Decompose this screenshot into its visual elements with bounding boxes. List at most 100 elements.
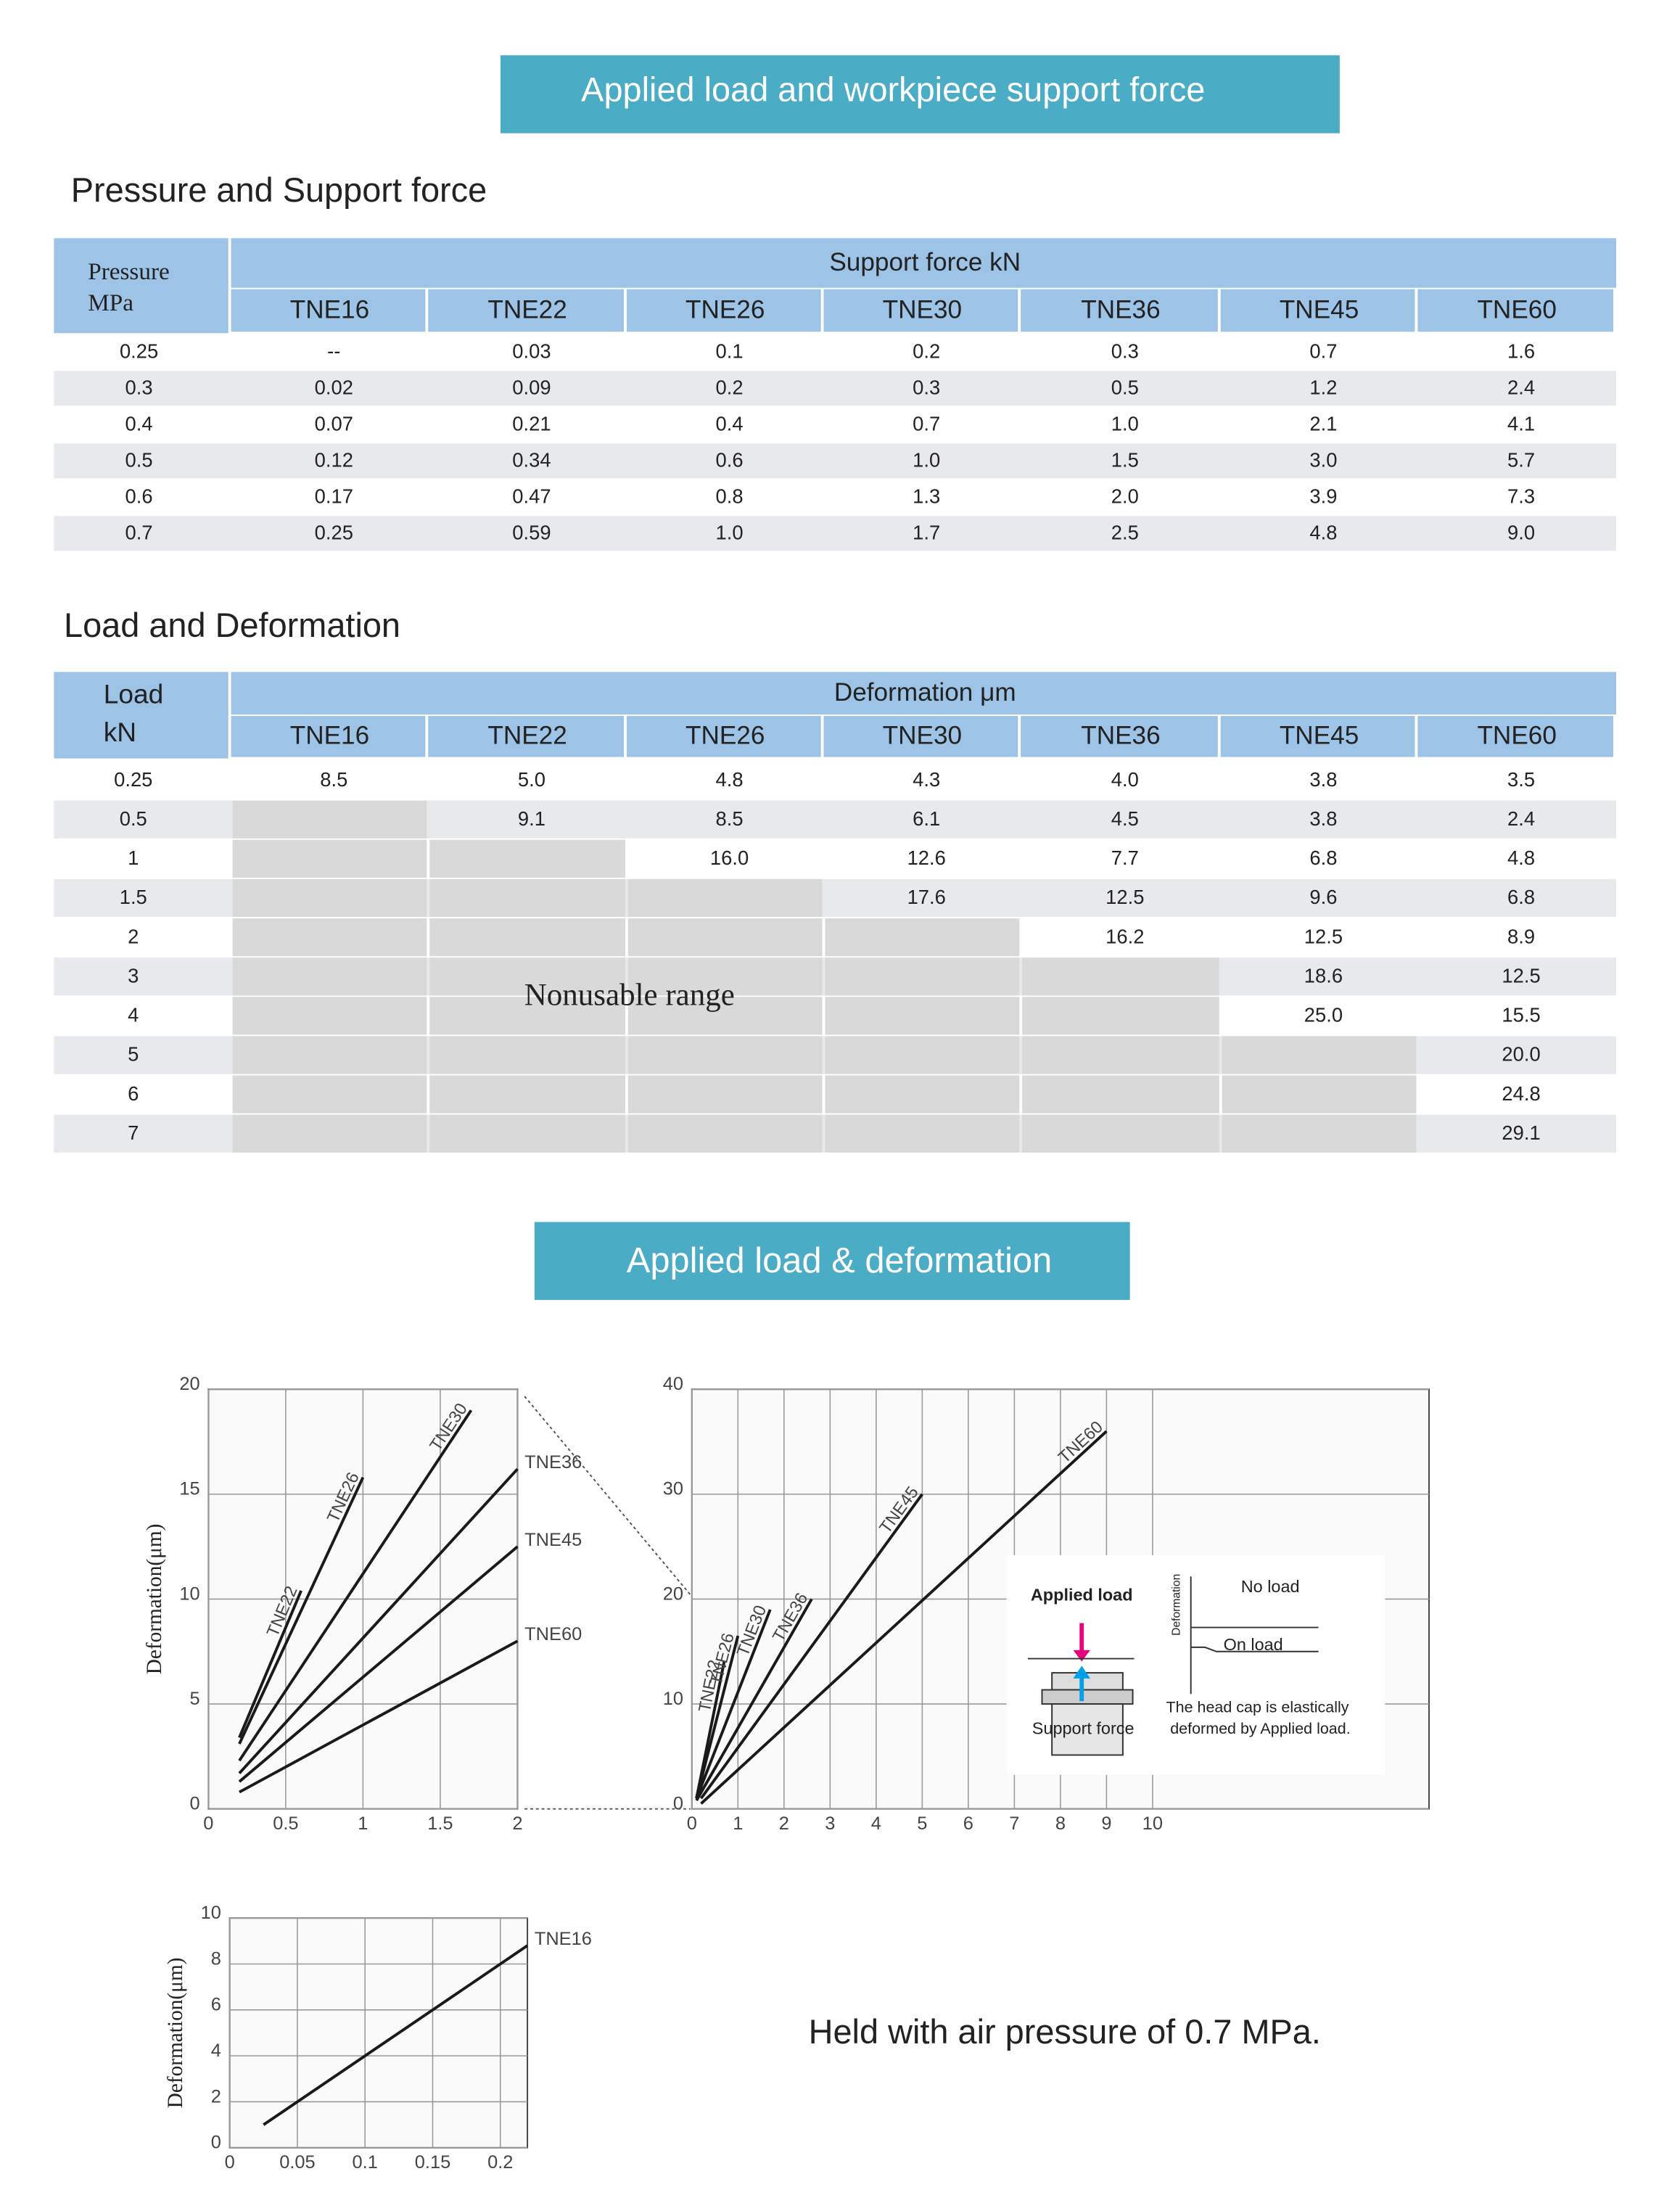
nonusable-cell <box>429 958 625 996</box>
cell: 2.5 <box>1111 522 1139 544</box>
x-tick-label: 0.15 <box>415 2152 450 2173</box>
inset-note: The head cap is elastically <box>1166 1699 1349 1716</box>
inset-label: On load <box>1224 1635 1283 1654</box>
connector <box>524 1396 691 1596</box>
cell: 0.3 <box>1111 339 1139 362</box>
cell: 2.4 <box>1507 376 1535 398</box>
y-tick-label: 6 <box>211 1995 221 2015</box>
series-line <box>695 1598 813 1802</box>
cell: 4.5 <box>1111 807 1139 830</box>
x-tick-label: 8 <box>1055 1813 1066 1834</box>
table-title: Pressure and Support force <box>71 171 487 209</box>
cell: 3.8 <box>1309 768 1337 791</box>
nonusable-cell <box>232 839 427 878</box>
x-tick-label: 10 <box>1142 1813 1163 1834</box>
row-band <box>54 334 1616 370</box>
y-tick-label: 0 <box>673 1794 683 1814</box>
x-tick-label: 0.1 <box>353 2152 378 2173</box>
cell: 4.0 <box>1111 768 1139 791</box>
header-cell <box>626 289 821 332</box>
body <box>1051 1703 1124 1756</box>
series-line <box>700 1430 1108 1805</box>
inset-note: deformed by Applied load. <box>1170 1720 1350 1737</box>
cell: 0.5 <box>1111 376 1139 398</box>
cell: 1.5 <box>1111 449 1139 472</box>
row-band <box>54 479 1616 515</box>
series-line <box>238 1409 473 1762</box>
cell: 1.7 <box>913 522 940 544</box>
y-tick-label: 10 <box>663 1689 683 1709</box>
cell: 0.17 <box>315 485 353 508</box>
nonusable-cell <box>1022 958 1219 996</box>
series-label: TNE36 <box>524 1452 582 1473</box>
series-line <box>238 1467 519 1774</box>
cell: 1.0 <box>913 449 940 472</box>
cell: 12.5 <box>1105 886 1144 908</box>
cell: 12.5 <box>1502 964 1540 987</box>
nonusable-cell <box>429 997 625 1035</box>
column-header: TNE60 <box>1477 722 1556 750</box>
y-tick-label: 10 <box>201 1903 221 1923</box>
x-tick-label: 9 <box>1101 1813 1111 1834</box>
cell: 0.3 <box>125 376 153 398</box>
header-cell <box>1220 715 1415 757</box>
header-cell <box>231 715 426 757</box>
x-tick-label: 5 <box>917 1813 927 1834</box>
cell: 0.02 <box>315 376 353 398</box>
nonusable-cell <box>627 1075 823 1113</box>
header-cell <box>231 672 1616 715</box>
cell: 6.8 <box>1309 847 1337 869</box>
cell: 7 <box>128 1121 139 1144</box>
x-tick-label: 3 <box>825 1813 835 1834</box>
x-tick-label: 0 <box>203 1813 213 1834</box>
cell: 6.1 <box>913 807 940 830</box>
header-title: Applied load and workpiece support force <box>581 70 1205 108</box>
header-band <box>534 1222 1130 1301</box>
cell: 0.5 <box>120 807 147 830</box>
cell: 8.5 <box>716 807 744 830</box>
cell: 0.1 <box>716 339 744 362</box>
nonusable-cell <box>1022 997 1219 1035</box>
inset-label: Deformation <box>1170 1574 1182 1636</box>
cell: 0.12 <box>315 449 353 472</box>
y-tick-label: 15 <box>179 1479 199 1499</box>
column-header: TNE36 <box>1081 722 1160 750</box>
nonusable-cell <box>232 1114 427 1153</box>
plot-area <box>228 1917 529 2149</box>
row-band <box>54 407 1616 442</box>
cell: 0.07 <box>315 413 353 435</box>
header-cell <box>626 715 821 757</box>
column-header: TNE45 <box>1280 722 1359 750</box>
column-header: TNE16 <box>290 295 369 324</box>
nonusable-cell <box>1222 1114 1417 1153</box>
x-tick-label: 0.2 <box>487 2152 513 2173</box>
cell: 0.5 <box>125 449 153 472</box>
cell: 2 <box>128 925 139 947</box>
nonusable-cell <box>429 1114 625 1153</box>
footnote: Held with air pressure of 0.7 MPa. <box>809 2013 1321 2051</box>
x-tick-label: 4 <box>871 1813 881 1834</box>
nonusable-cell <box>627 918 823 957</box>
nonusable-cell <box>232 1075 427 1113</box>
cell: 2.0 <box>1111 485 1139 508</box>
nonusable-cell <box>627 997 823 1035</box>
column-header: TNE36 <box>1081 295 1160 324</box>
corner-label: Load <box>104 678 164 709</box>
cell: 3.5 <box>1507 768 1535 791</box>
y-tick-label: 2 <box>211 2086 221 2107</box>
cell: 0.47 <box>512 485 551 508</box>
nonusable-cell <box>1222 1036 1417 1074</box>
nonusable-cell <box>429 1036 625 1074</box>
column-header: TNE30 <box>883 722 962 750</box>
cell: 0.34 <box>512 449 551 472</box>
cell: 5.7 <box>1507 449 1535 472</box>
header-cell <box>231 289 426 332</box>
nonusable-cell <box>627 1036 823 1074</box>
nonusable-cell <box>825 997 1020 1035</box>
column-header: TNE45 <box>1280 295 1359 324</box>
cell: 8.5 <box>320 768 347 791</box>
cell: 18.6 <box>1304 964 1343 987</box>
cell: 0.7 <box>1309 339 1337 362</box>
header-band <box>500 55 1340 133</box>
